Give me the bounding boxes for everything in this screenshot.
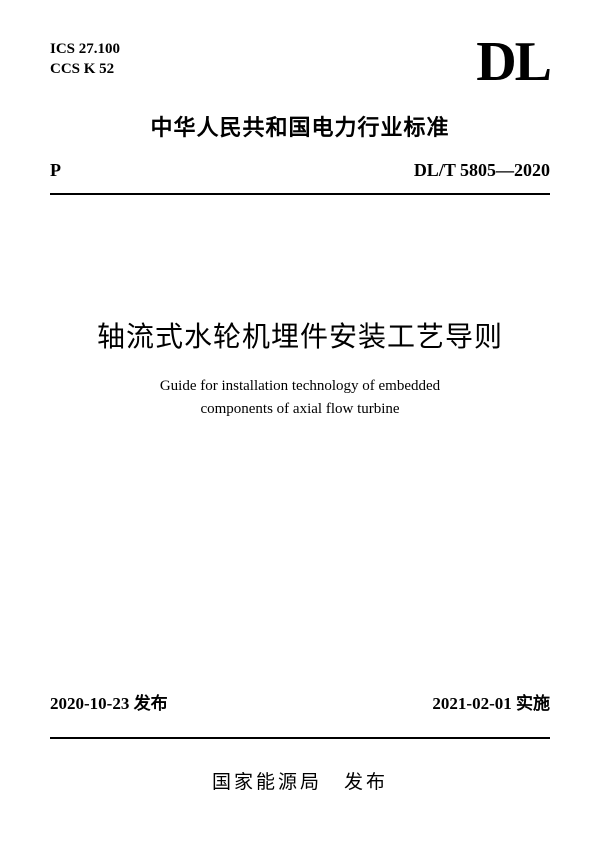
- standard-number: DL/T 5805—2020: [414, 160, 550, 181]
- organization-title: 中华人民共和国电力行业标准: [50, 110, 550, 142]
- publisher-name: 国家能源局 发布: [0, 767, 600, 794]
- main-title-cn: 轴流式水轮机埋件安装工艺导则: [50, 315, 550, 355]
- standard-logo: DL: [476, 30, 550, 94]
- category-code: P: [50, 160, 61, 181]
- ics-code: ICS 27.100: [50, 40, 120, 60]
- effective-date: 2021-02-01 实施: [432, 689, 550, 714]
- ccs-code: CCS K 52: [50, 60, 120, 80]
- classification-codes: ICS 27.100 CCS K 52: [50, 40, 120, 79]
- subtitle-en-line2: components of axial flow turbine: [50, 398, 550, 421]
- dates-row: 2020-10-23 发布 2021-02-01 实施: [50, 689, 550, 714]
- code-row: P DL/T 5805—2020: [50, 160, 550, 181]
- subtitle-en-line1: Guide for installation technology of emb…: [50, 375, 550, 398]
- divider-top: [50, 193, 550, 195]
- publish-date: 2020-10-23 发布: [50, 689, 168, 714]
- subtitle-english: Guide for installation technology of emb…: [50, 375, 550, 420]
- divider-bottom: [50, 737, 550, 739]
